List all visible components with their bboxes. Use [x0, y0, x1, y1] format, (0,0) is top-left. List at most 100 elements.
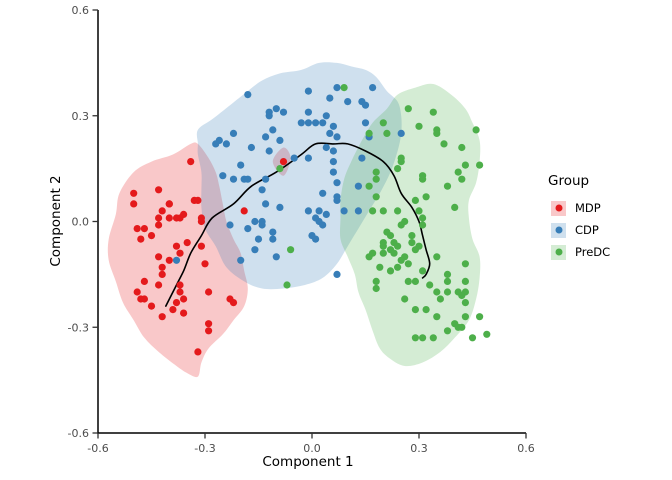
data-point-predc [419, 267, 427, 275]
data-point-cdp [333, 270, 341, 278]
data-point-predc [404, 105, 412, 113]
data-point-mdp [158, 313, 166, 321]
data-point-predc [433, 253, 441, 261]
x-axis-title: Component 1 [262, 454, 354, 470]
data-point-mdp [205, 327, 213, 335]
data-point-mdp [226, 295, 234, 303]
data-point-predc [436, 295, 444, 303]
group-hull-predc [339, 83, 481, 367]
predc-swatch [551, 244, 566, 260]
data-point-cdp [358, 154, 366, 162]
data-point-predc [476, 313, 484, 321]
data-point-mdp [176, 249, 184, 257]
data-point-predc [276, 165, 284, 173]
data-point-predc [422, 193, 430, 201]
data-point-predc [372, 175, 380, 183]
data-point-cdp [333, 133, 341, 141]
data-point-mdp [147, 302, 156, 310]
x-tick-label: 0.0 [303, 442, 321, 455]
data-point-predc [461, 260, 469, 268]
data-point-cdp [322, 210, 330, 218]
data-point-cdp [262, 175, 270, 183]
data-point-mdp [169, 306, 177, 314]
data-point-cdp [319, 189, 327, 197]
data-point-cdp [304, 154, 312, 162]
data-point-predc [372, 193, 380, 201]
data-point-predc [458, 175, 466, 183]
data-point-cdp [251, 246, 259, 254]
trajectory-curve [165, 142, 431, 307]
data-point-cdp [319, 119, 327, 127]
data-point-predc [394, 165, 402, 173]
data-point-predc [443, 182, 452, 190]
data-point-predc [365, 253, 373, 261]
data-point-mdp [176, 281, 184, 289]
data-point-predc [394, 263, 402, 271]
data-point-cdp [258, 186, 266, 194]
data-point-predc [383, 129, 391, 137]
data-point-predc [476, 161, 484, 169]
data-point-cdp [229, 175, 238, 183]
data-point-mdp [165, 214, 173, 222]
data-point-predc [365, 182, 373, 190]
data-point-cdp [276, 136, 284, 144]
group-hull-cdp [196, 62, 402, 290]
data-point-mdp [180, 210, 188, 218]
legend-item-mdp: MDP [546, 197, 610, 219]
data-point-cdp [322, 143, 330, 152]
data-point-mdp [190, 196, 198, 204]
data-point-predc [415, 122, 423, 130]
data-point-mdp [155, 214, 163, 222]
cdp-swatch [551, 222, 566, 238]
data-point-cdp [272, 253, 280, 261]
data-point-mdp [201, 260, 209, 268]
data-point-cdp [304, 119, 312, 127]
data-point-predc [422, 306, 430, 314]
data-point-predc [415, 207, 423, 215]
data-point-predc [340, 84, 348, 92]
data-point-mdp [176, 288, 184, 296]
data-point-cdp [172, 256, 181, 264]
data-point-predc [461, 277, 469, 285]
cdp-dot-icon [555, 226, 562, 234]
data-point-predc [411, 306, 419, 314]
data-point-cdp [265, 147, 273, 155]
data-point-predc [451, 203, 459, 211]
data-point-predc [443, 277, 452, 285]
data-point-predc [419, 221, 427, 229]
data-point-mdp [172, 242, 181, 250]
data-point-predc [461, 313, 469, 321]
data-point-cdp [226, 221, 234, 229]
data-point-predc [379, 207, 387, 215]
data-point-cdp [329, 122, 337, 130]
data-point-predc [419, 175, 427, 183]
data-point-predc [283, 281, 291, 289]
data-point-predc [411, 196, 419, 204]
data-point-predc [426, 281, 434, 289]
data-point-mdp [130, 189, 138, 197]
data-point-mdp [197, 214, 205, 222]
data-point-predc [461, 299, 469, 307]
data-point-cdp [222, 140, 230, 148]
x-tick-label: 0.3 [410, 442, 428, 455]
data-point-mdp [155, 221, 163, 229]
data-point-cdp [276, 203, 284, 211]
data-point-mdp [279, 158, 288, 166]
y-tick-label: -0.3 [68, 321, 89, 334]
y-tick-label: 0.6 [72, 4, 90, 17]
data-point-predc [443, 327, 452, 335]
data-point-cdp [229, 129, 238, 137]
data-point-predc [433, 313, 441, 321]
data-point-predc [365, 129, 373, 137]
data-point-cdp [333, 196, 341, 204]
data-point-cdp [333, 179, 341, 187]
data-point-mdp [205, 288, 213, 296]
data-point-cdp [361, 119, 370, 127]
data-point-cdp [251, 217, 259, 226]
data-point-cdp [312, 214, 320, 222]
data-point-predc [404, 277, 412, 285]
data-point-predc [483, 330, 491, 338]
data-point-cdp [340, 207, 348, 215]
data-point-predc [386, 232, 395, 240]
